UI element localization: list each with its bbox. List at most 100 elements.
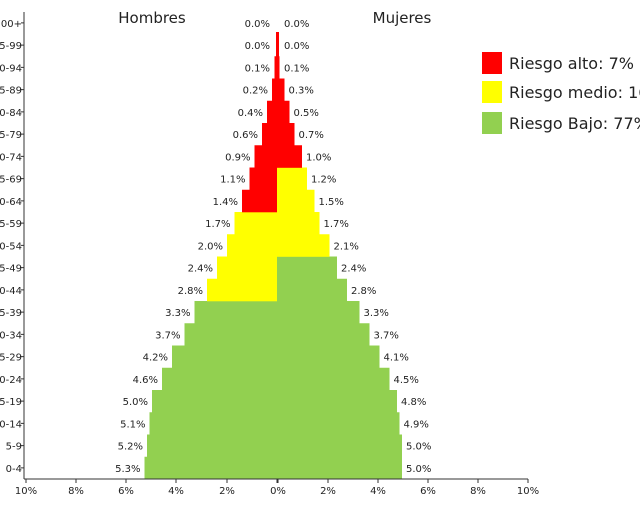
age-label-60-64: 0-64 <box>0 197 22 208</box>
bar-hombres-70-74 <box>254 145 277 168</box>
bar-hombres-0-4 <box>144 456 277 480</box>
value-label-hombres-55-59: 1.7% <box>205 219 230 230</box>
value-label-mujeres-70-74: 1.0% <box>306 152 331 163</box>
bar-mujeres-10-14 <box>277 412 400 435</box>
bar-mujeres-0-4 <box>277 456 402 480</box>
bar-hombres-40-44 <box>207 278 277 302</box>
age-label-65-69: 5-69 <box>0 175 22 186</box>
bar-hombres-25-29 <box>172 345 277 369</box>
legend-label-bajo: Riesgo Bajo: 77% <box>509 113 640 133</box>
bar-hombres-75-79 <box>262 123 277 146</box>
value-label-hombres-30-34: 3.7% <box>155 330 180 341</box>
bar-mujeres-5-9 <box>277 434 402 458</box>
bar-mujeres-55-59 <box>277 212 320 235</box>
x-tick-label-2: 6% <box>118 486 134 497</box>
age-label-10-14: 0-14 <box>0 419 22 430</box>
value-label-hombres-75-79: 0.6% <box>233 130 258 141</box>
value-label-hombres-35-39: 3.3% <box>165 308 190 319</box>
legend-label-alto: Riesgo alto: 7% <box>509 53 634 73</box>
bar-mujeres-70-74 <box>277 145 302 168</box>
legend-label-medio: Riesgo medio: 16% <box>509 82 640 102</box>
value-label-mujeres-0-4: 5.0% <box>406 464 431 475</box>
bar-mujeres-35-39 <box>277 301 360 324</box>
value-label-hombres-15-19: 5.0% <box>123 397 148 408</box>
value-label-mujeres-10-14: 4.9% <box>404 419 429 430</box>
legend-swatch-medio <box>482 81 502 103</box>
age-label-25-29: 5-29 <box>0 353 22 364</box>
x-tick-label-10: 8% <box>470 486 486 497</box>
age-label-55-59: 5-59 <box>0 219 22 230</box>
value-label-mujeres-75-79: 0.7% <box>299 130 324 141</box>
bar-hombres-60-64 <box>242 189 277 213</box>
bar-hombres-20-24 <box>162 367 277 391</box>
bar-mujeres-65-69 <box>277 167 307 191</box>
bar-hombres-80-84 <box>267 100 277 124</box>
value-label-hombres-85-89: 0.2% <box>243 86 268 97</box>
age-label-5-9: 5-9 <box>6 442 22 453</box>
value-label-mujeres-100+: 0.0% <box>284 19 309 30</box>
bar-mujeres-90-94 <box>277 56 280 79</box>
title-mujeres: Mujeres <box>373 9 432 27</box>
value-label-mujeres-45-49: 2.4% <box>341 264 366 275</box>
legend-item-alto: Riesgo alto: 7% <box>482 52 634 74</box>
value-label-hombres-5-9: 5.2% <box>118 442 143 453</box>
age-label-75-79: 5-79 <box>0 130 22 141</box>
value-label-mujeres-5-9: 5.0% <box>406 442 431 453</box>
x-tick-label-3: 4% <box>168 486 184 497</box>
age-label-40-44: 0-44 <box>0 286 22 297</box>
bar-mujeres-15-19 <box>277 390 397 413</box>
legend-swatch-bajo <box>482 112 502 134</box>
value-label-hombres-80-84: 0.4% <box>238 108 263 119</box>
bar-mujeres-30-34 <box>277 323 370 346</box>
x-tick-label-6: 0% <box>270 486 286 497</box>
bar-mujeres-50-54 <box>277 234 330 257</box>
bar-mujeres-40-44 <box>277 278 347 302</box>
bar-hombres-35-39 <box>194 301 277 324</box>
age-label-15-19: 5-19 <box>0 397 22 408</box>
value-label-hombres-65-69: 1.1% <box>220 175 245 186</box>
value-label-mujeres-65-69: 1.2% <box>311 175 336 186</box>
value-label-hombres-20-24: 4.6% <box>133 375 158 386</box>
value-label-mujeres-35-39: 3.3% <box>364 308 389 319</box>
value-label-mujeres-90-94: 0.1% <box>284 63 309 74</box>
value-label-hombres-25-29: 4.2% <box>143 353 168 364</box>
value-label-hombres-90-94: 0.1% <box>245 63 270 74</box>
age-label-95-99: 5-99 <box>0 41 22 52</box>
legend-swatch-alto <box>482 52 502 74</box>
value-label-hombres-100+: 0.0% <box>245 19 270 30</box>
age-label-45-49: 5-49 <box>0 264 22 275</box>
bar-mujeres-60-64 <box>277 189 315 213</box>
bar-hombres-90-94 <box>274 56 277 79</box>
bar-mujeres-80-84 <box>277 100 290 124</box>
age-label-90-94: 0-94 <box>0 63 22 74</box>
x-tick-label-9: 6% <box>420 486 436 497</box>
age-label-0-4: 0-4 <box>6 464 22 475</box>
x-tick-label-8: 4% <box>370 486 386 497</box>
value-label-hombres-10-14: 5.1% <box>120 419 145 430</box>
value-label-hombres-95-99: 0.0% <box>245 41 270 52</box>
value-label-hombres-70-74: 0.9% <box>225 152 250 163</box>
age-label-35-39: 5-39 <box>0 308 22 319</box>
bar-hombres-85-89 <box>272 78 277 102</box>
bar-hombres-55-59 <box>234 212 277 235</box>
age-label-50-54: 0-54 <box>0 241 22 252</box>
age-label-80-84: 0-84 <box>0 108 22 119</box>
bar-mujeres-25-29 <box>277 345 380 369</box>
value-label-mujeres-20-24: 4.5% <box>394 375 419 386</box>
value-label-hombres-50-54: 2.0% <box>198 241 223 252</box>
value-label-hombres-40-44: 2.8% <box>178 286 203 297</box>
age-label-70-74: 0-74 <box>0 152 22 163</box>
legend-item-bajo: Riesgo Bajo: 77% <box>482 112 640 134</box>
bar-hombres-5-9 <box>147 434 277 458</box>
value-label-mujeres-55-59: 1.7% <box>324 219 349 230</box>
x-tick-label-1: 8% <box>68 486 84 497</box>
bar-mujeres-85-89 <box>277 78 285 102</box>
value-label-mujeres-95-99: 0.0% <box>284 41 309 52</box>
age-label-100+: 100+ <box>0 19 22 30</box>
title-hombres: Hombres <box>118 9 186 27</box>
age-label-30-34: 0-34 <box>0 330 22 341</box>
value-label-mujeres-15-19: 4.8% <box>401 397 426 408</box>
value-label-mujeres-60-64: 1.5% <box>319 197 344 208</box>
x-tick-label-11: 10% <box>517 486 539 497</box>
